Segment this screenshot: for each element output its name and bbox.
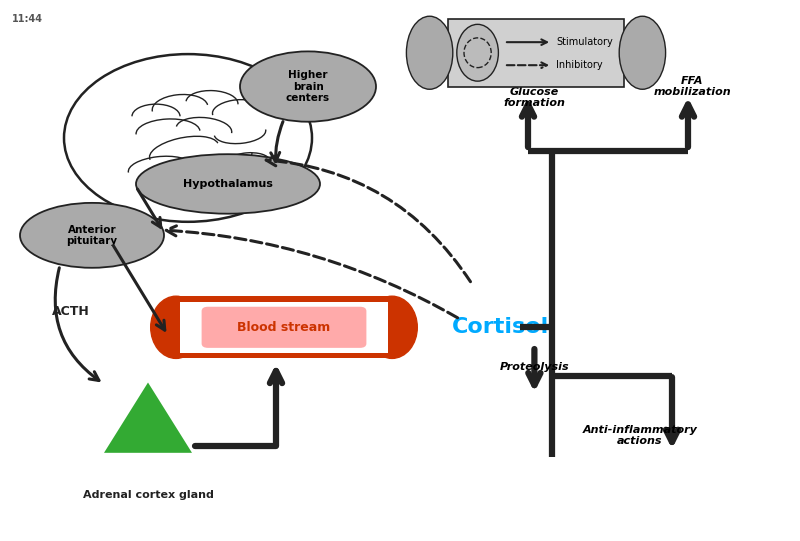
Text: Hypothalamus: Hypothalamus — [183, 179, 273, 189]
Text: Anti-inflammatory
actions: Anti-inflammatory actions — [582, 425, 698, 446]
Polygon shape — [104, 382, 192, 453]
Ellipse shape — [619, 16, 666, 89]
Text: Anterior
pituitary: Anterior pituitary — [66, 225, 118, 246]
Text: Inhibitory: Inhibitory — [556, 60, 602, 70]
Ellipse shape — [150, 296, 202, 358]
Ellipse shape — [366, 296, 418, 358]
Text: Cortisol: Cortisol — [452, 318, 550, 337]
Text: Stimulatory: Stimulatory — [556, 37, 613, 47]
Bar — [180, 302, 388, 353]
Ellipse shape — [64, 54, 312, 222]
Ellipse shape — [136, 154, 320, 214]
Ellipse shape — [406, 16, 453, 89]
Bar — [176, 296, 392, 358]
Text: Adrenal cortex gland: Adrenal cortex gland — [82, 490, 214, 500]
FancyBboxPatch shape — [202, 307, 366, 348]
Text: 11:44: 11:44 — [12, 14, 43, 23]
Text: Glucose
formation: Glucose formation — [503, 87, 566, 108]
Text: Proteolysis: Proteolysis — [499, 362, 570, 372]
Text: Blood stream: Blood stream — [238, 321, 330, 334]
Text: Higher
brain
centers: Higher brain centers — [286, 70, 330, 103]
Ellipse shape — [240, 51, 376, 122]
Ellipse shape — [457, 24, 498, 81]
Ellipse shape — [20, 203, 164, 268]
Text: ACTH: ACTH — [51, 305, 90, 318]
Text: FFA
mobilization: FFA mobilization — [653, 76, 731, 97]
FancyBboxPatch shape — [448, 19, 624, 87]
